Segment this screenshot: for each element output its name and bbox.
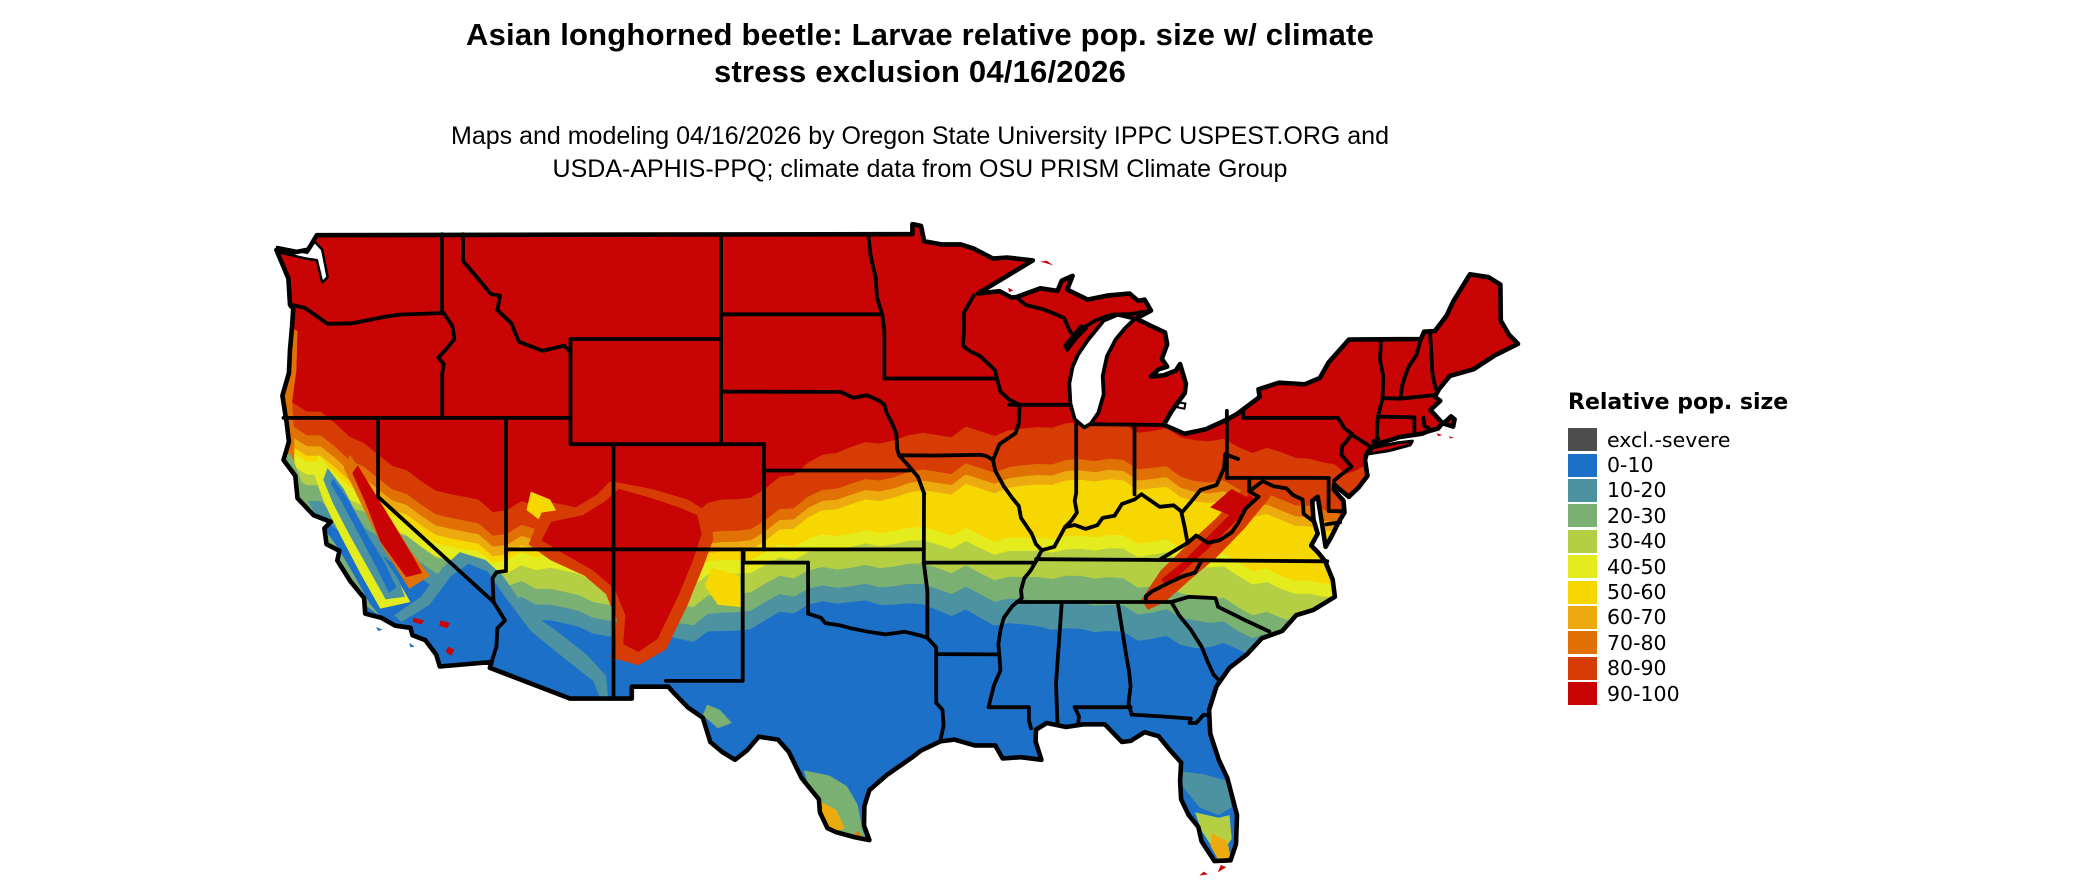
legend-label: 40-50: [1607, 554, 1667, 579]
page-subtitle-line1: Maps and modeling 04/16/2026 by Oregon S…: [451, 122, 1389, 150]
legend-label: 60-70: [1607, 605, 1667, 630]
legend-label: 10-20: [1607, 478, 1667, 503]
legend-title: Relative pop. size: [1568, 390, 1789, 415]
legend-item: 70-80: [1568, 630, 1868, 655]
legend-item: excl.-severe: [1568, 427, 1868, 452]
page-title: Asian longhorned beetle: Larvae relative…: [80, 16, 1760, 90]
legend-label: excl.-severe: [1607, 427, 1731, 452]
legend-swatch-icon: [1568, 605, 1597, 629]
legend-item: 50-60: [1568, 580, 1868, 605]
legend-item: 20-30: [1568, 503, 1868, 528]
legend-label: 90-100: [1607, 681, 1680, 706]
legend-label: 20-30: [1607, 503, 1667, 528]
legend-item: 0-10: [1568, 453, 1868, 478]
legend-swatch-icon: [1568, 682, 1597, 706]
page-subtitle: Maps and modeling 04/16/2026 by Oregon S…: [80, 120, 1760, 186]
legend-item: 10-20: [1568, 478, 1868, 503]
legend-swatch-icon: [1568, 656, 1597, 680]
legend-swatch-icon: [1568, 555, 1597, 579]
legend-swatch-icon: [1568, 478, 1597, 502]
legend-item: 60-70: [1568, 605, 1868, 630]
us-map-svg: [274, 222, 1521, 876]
legend-label: 50-60: [1607, 580, 1667, 605]
legend-label: 70-80: [1607, 630, 1667, 655]
legend-item: 80-90: [1568, 656, 1868, 681]
state-borders-layer: [274, 222, 1521, 864]
legend-swatch-icon: [1568, 453, 1597, 477]
legend-swatch-icon: [1568, 504, 1597, 528]
page-subtitle-line2: USDA-APHIS-PPQ; climate data from OSU PR…: [552, 155, 1288, 183]
legend-label: 80-90: [1607, 656, 1667, 681]
us-outline: [274, 222, 1521, 864]
legend-item: 90-100: [1568, 681, 1868, 706]
legend-item: 40-50: [1568, 554, 1868, 579]
legend-rows: excl.-severe 0-10 10-20 20-30 30-40 40-50 50-6…: [1568, 427, 1868, 706]
us-map: [262, 222, 1527, 887]
legend-swatch-icon: [1568, 428, 1597, 452]
page-title-line1: Asian longhorned beetle: Larvae relative…: [465, 17, 1375, 52]
legend-swatch-icon: [1568, 580, 1597, 604]
legend-label: 0-10: [1607, 453, 1654, 478]
legend-item: 30-40: [1568, 529, 1868, 554]
legend-swatch-icon: [1568, 631, 1597, 655]
map-legend: Relative pop. size excl.-severe 0-10 10-20…: [1568, 390, 1868, 707]
legend-label: 30-40: [1607, 529, 1667, 554]
legend-swatch-icon: [1568, 529, 1597, 553]
page-title-line2: stress exclusion 04/16/2026: [713, 54, 1127, 89]
